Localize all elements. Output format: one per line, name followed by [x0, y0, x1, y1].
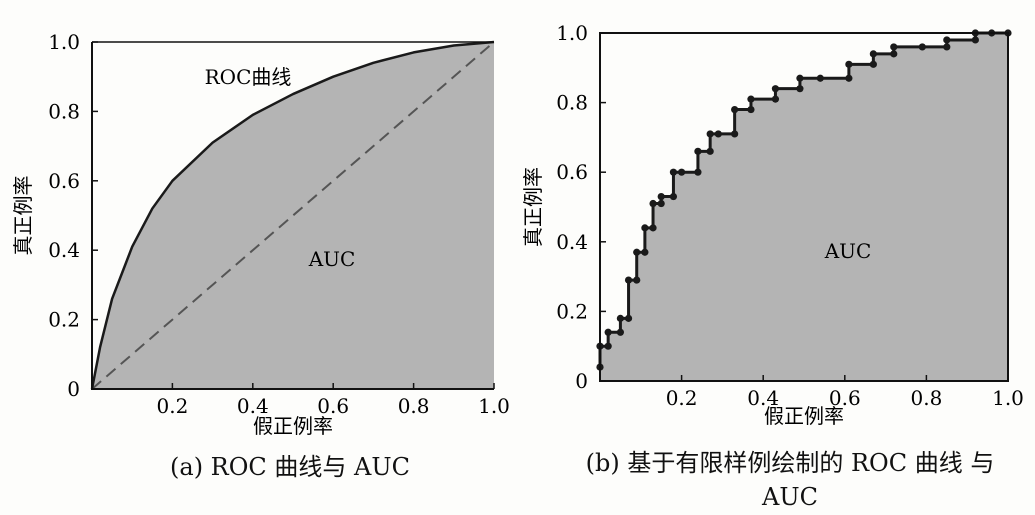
roc-point-21 [694, 147, 702, 155]
roc-point-15 [657, 192, 665, 201]
roc-point-41 [890, 43, 898, 51]
x-tick-label-0: 0.2 [156, 394, 188, 418]
auc-area [600, 33, 1008, 381]
roc-point-46 [971, 36, 979, 44]
roc-point-6 [624, 314, 633, 322]
y-axis-label: 真正例率 [521, 167, 545, 247]
x-tick-label-3: 0.8 [398, 394, 430, 418]
x-tick-label-4: 1.0 [992, 386, 1024, 410]
y-tick-label-2: 0.4 [556, 230, 588, 254]
auc-label: AUC [824, 239, 872, 263]
roc-point-26 [731, 130, 739, 138]
y-tick-label-1: 0.2 [556, 299, 588, 323]
roc-curve-line [90, 40, 495, 390]
chart-b-caption: (b) 基于有限样例绘制的 ROC 曲线 与 AUC [585, 449, 995, 511]
roc-point-34 [816, 74, 824, 82]
roc-point-28 [747, 105, 755, 114]
y-tick-label-3: 0.6 [556, 160, 588, 184]
x-axis-label: 假正例率 [764, 404, 844, 428]
roc-point-5 [616, 314, 624, 322]
auc-label: AUC [308, 247, 356, 271]
y-tick-label-0: 0 [67, 377, 80, 401]
y-tick-label-0: 0 [575, 369, 588, 393]
roc-point-2 [604, 342, 612, 350]
roc-point-16 [669, 192, 678, 201]
roc-point-7 [624, 276, 633, 284]
roc-point-9 [633, 248, 641, 256]
roc-point-42 [918, 43, 926, 51]
plot-frame [599, 32, 1009, 382]
roc-point-27 [731, 105, 739, 114]
x-tick-label-2: 0.6 [829, 386, 861, 410]
y-tick-label-5: 1.0 [48, 30, 80, 54]
roc-point-33 [796, 74, 804, 82]
roc-point-10 [641, 248, 649, 256]
chart-b-svg: 0.2 0.4 0.6 0.8 1.0 0 0.2 0.4 0.6 0.8 1.0 假正例率 真正例率 A… [521, 21, 1024, 428]
y-tick-label-2: 0.4 [48, 238, 80, 262]
roc-point-14 [657, 199, 665, 208]
roc-point-12 [649, 224, 657, 232]
roc-point-18 [678, 168, 686, 176]
y-tick-label-4: 0.8 [556, 91, 588, 115]
x-tick-label-1: 0.4 [237, 394, 269, 418]
roc-point-32 [796, 85, 804, 93]
roc-point-13 [649, 199, 657, 208]
y-tick-label-1: 0.2 [48, 308, 80, 332]
chart-a-svg: 0.2 0.4 0.6 0.8 1.0 0 0.2 0.4 0.6 0.8 1.0 假正例率 真正例率 R… [11, 30, 510, 438]
roc-point-38 [869, 60, 877, 68]
y-tick-label-3: 0.6 [48, 169, 80, 193]
roc-point-11 [641, 224, 649, 232]
y-tick-label-5: 1.0 [556, 21, 588, 45]
chart-panel-b: 0.2 0.4 0.6 0.8 1.0 0 0.2 0.4 0.6 0.8 1.0 假正例率 真正例率 A… [520, 0, 1035, 515]
roc-point-24 [714, 130, 722, 138]
roc-point-20 [694, 168, 702, 176]
roc-point-17 [669, 168, 678, 176]
roc-point-40 [890, 50, 898, 58]
roc-point-3 [604, 328, 612, 336]
roc-point-29 [747, 95, 755, 103]
x-tick-label-4: 1.0 [478, 394, 510, 418]
roc-point-23 [706, 130, 714, 138]
roc-point-39 [869, 50, 877, 58]
x-tick-label-1: 0.4 [747, 386, 779, 410]
roc-point-30 [771, 95, 780, 103]
y-tick-label-4: 0.8 [48, 99, 80, 123]
roc-point-37 [845, 60, 853, 68]
roc-point-31 [771, 85, 780, 93]
chart-panel-a: 0.2 0.4 0.6 0.8 1.0 0 0.2 0.4 0.6 0.8 1.0 假正例率 真正例率 R… [11, 30, 510, 481]
chart-a-caption: (a) ROC 曲线与 AUC [170, 453, 410, 481]
x-axis-label: 假正例率 [253, 414, 333, 438]
diagonal-line [91, 41, 495, 390]
roc-point-45 [943, 36, 951, 44]
roc-point-44 [943, 43, 951, 51]
y-axis-label: 真正例率 [11, 176, 35, 256]
roc-curve-label: ROC曲线 [205, 65, 292, 89]
x-tick-label-2: 0.6 [317, 394, 349, 418]
roc-point-8 [633, 276, 641, 284]
roc-point-36 [845, 74, 853, 82]
roc-point-4 [616, 328, 624, 336]
auc-area [92, 42, 494, 389]
roc-point-22 [706, 147, 714, 155]
x-tick-label-3: 0.8 [910, 386, 942, 410]
x-tick-label-0: 0.2 [666, 386, 698, 410]
